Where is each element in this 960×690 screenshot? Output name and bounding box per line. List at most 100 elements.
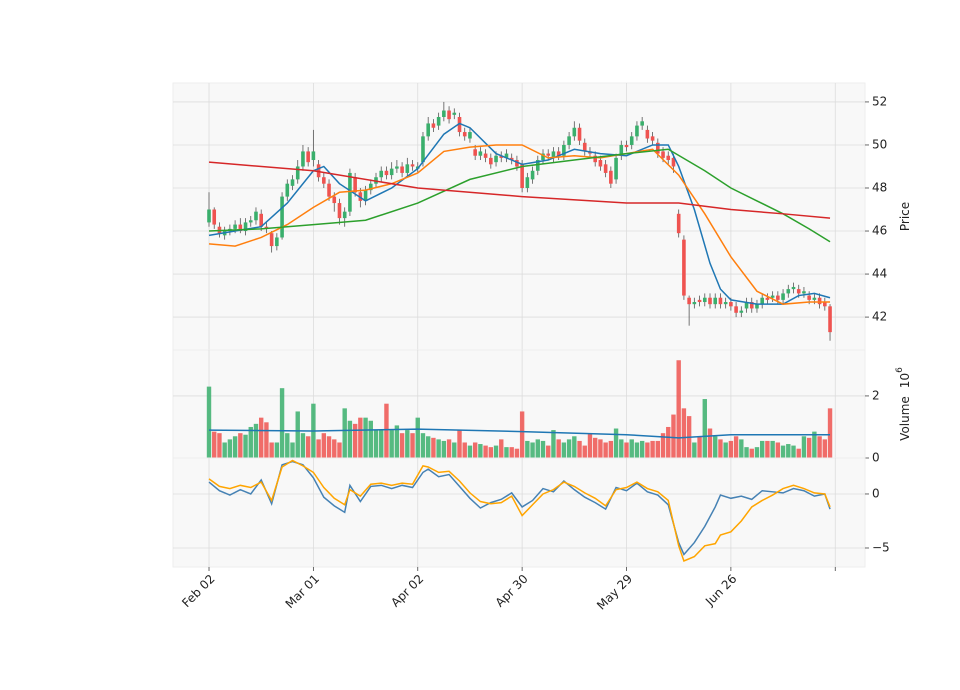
volume-bar bbox=[519, 411, 525, 458]
volume-bar bbox=[582, 445, 587, 458]
candle-body bbox=[666, 155, 671, 161]
candle-body bbox=[541, 153, 545, 161]
candle-body bbox=[546, 153, 551, 156]
candle-body bbox=[729, 302, 733, 307]
volume-bar bbox=[598, 439, 603, 458]
line bbox=[208, 161, 831, 219]
volume-bar bbox=[639, 440, 645, 458]
volume-bar bbox=[264, 422, 269, 458]
candle-body bbox=[781, 293, 785, 300]
volume-bar bbox=[347, 420, 353, 458]
x-tick-label: Jun 26 bbox=[702, 572, 739, 609]
volume-bar bbox=[504, 447, 509, 458]
candle-body bbox=[567, 136, 571, 145]
volume-bar bbox=[514, 448, 520, 458]
volume-bar bbox=[243, 434, 248, 458]
candle-body bbox=[556, 151, 561, 156]
volume-bar bbox=[603, 442, 608, 458]
candle-body bbox=[577, 127, 582, 141]
candle-body bbox=[629, 136, 634, 145]
candle-body bbox=[395, 166, 399, 169]
volume-bar bbox=[238, 433, 243, 458]
candle-body bbox=[442, 110, 446, 117]
candle-body bbox=[410, 164, 415, 167]
volume-bar bbox=[530, 442, 535, 458]
candle-body bbox=[363, 190, 368, 201]
x-tick-label: Mar 01 bbox=[283, 572, 322, 611]
volume-bar bbox=[420, 433, 426, 458]
volume-bar bbox=[666, 426, 671, 458]
volume-bar bbox=[827, 408, 833, 458]
candle-body bbox=[322, 177, 326, 184]
candle-body bbox=[316, 164, 321, 178]
candle-body bbox=[593, 155, 597, 163]
candle-body bbox=[285, 183, 290, 197]
volume-bar bbox=[671, 414, 676, 458]
volume-bar bbox=[222, 442, 227, 458]
candle-body bbox=[802, 291, 806, 294]
candle-body bbox=[243, 222, 248, 232]
candle-body bbox=[807, 295, 811, 300]
candle-body bbox=[530, 170, 535, 180]
candle-body bbox=[635, 125, 639, 137]
candle-body bbox=[295, 166, 300, 180]
volume-bar bbox=[577, 440, 582, 458]
candle-body bbox=[368, 183, 373, 191]
candle-body bbox=[624, 144, 629, 148]
volume-bar bbox=[650, 440, 655, 458]
candle-body bbox=[332, 196, 337, 204]
candle-body bbox=[426, 123, 430, 137]
candle-body bbox=[238, 224, 243, 232]
volume-bar bbox=[363, 417, 368, 458]
volume-bar bbox=[342, 408, 347, 458]
volume-bar bbox=[572, 436, 577, 458]
volume-bar bbox=[681, 408, 687, 458]
volume-bar bbox=[765, 440, 770, 458]
volume-bar bbox=[754, 447, 760, 458]
candle-body bbox=[786, 289, 791, 294]
volume-bar bbox=[540, 440, 546, 458]
candle-body bbox=[692, 302, 697, 305]
candle-body bbox=[535, 160, 540, 171]
volume-bar bbox=[817, 436, 822, 458]
volume-bar bbox=[295, 411, 300, 458]
candle-body bbox=[269, 233, 274, 247]
candle-body bbox=[379, 170, 384, 178]
volume-bar bbox=[358, 417, 363, 458]
volume-bar bbox=[546, 445, 551, 458]
y-tick-label: 50 bbox=[872, 137, 887, 151]
volume-bar bbox=[812, 431, 817, 458]
candle-body bbox=[734, 306, 738, 313]
volume-bar bbox=[718, 439, 723, 458]
candle-body bbox=[311, 151, 316, 161]
volume-bar bbox=[452, 442, 457, 458]
volume-bar bbox=[321, 433, 327, 458]
candle-body bbox=[702, 297, 707, 303]
volume-bar bbox=[723, 442, 728, 458]
volume-bar bbox=[744, 447, 749, 458]
candle-body bbox=[436, 116, 441, 126]
volume-bar bbox=[713, 436, 718, 458]
x-tick-label: Feb 02 bbox=[179, 572, 217, 610]
volume-bar bbox=[206, 386, 212, 458]
volume-bar bbox=[389, 430, 394, 458]
candle-body bbox=[708, 297, 712, 305]
candle-body bbox=[405, 164, 410, 173]
candle-body bbox=[760, 297, 764, 305]
line bbox=[208, 460, 831, 556]
candle-body bbox=[483, 153, 488, 158]
candle-body bbox=[744, 302, 749, 309]
volume-bar bbox=[384, 403, 389, 458]
volume-bar bbox=[822, 439, 828, 458]
volume-bar bbox=[305, 436, 311, 458]
candle-body bbox=[306, 151, 310, 163]
candle-body bbox=[515, 160, 519, 167]
candle-body bbox=[661, 151, 665, 158]
volume-bar bbox=[592, 437, 598, 458]
y-tick-label: 0 bbox=[872, 486, 880, 500]
volume-bar bbox=[619, 439, 624, 458]
candle-body bbox=[656, 142, 660, 154]
candle-body bbox=[478, 151, 483, 156]
candle-body bbox=[645, 129, 650, 139]
candle-body bbox=[233, 224, 237, 229]
